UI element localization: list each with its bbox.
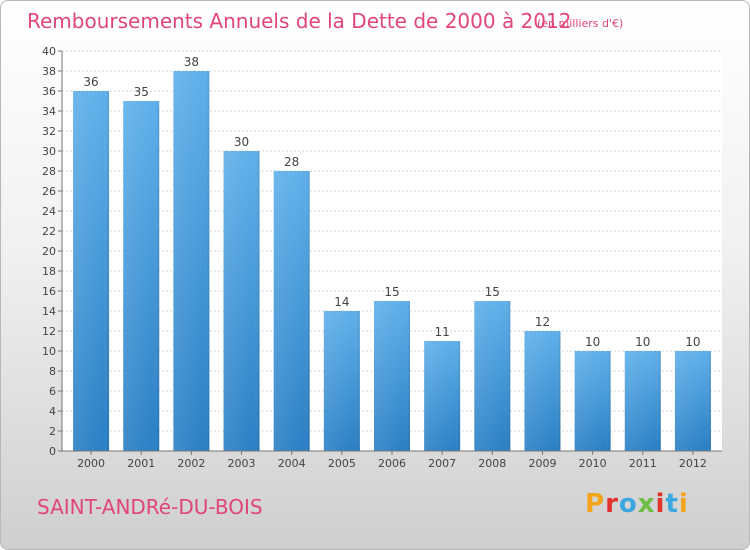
bar-2007[interactable]	[424, 341, 461, 451]
y-tick-label: 28	[42, 165, 56, 178]
y-tick-label: 38	[42, 65, 56, 78]
logo-letter: t	[665, 489, 679, 519]
x-tick-label: 2004	[278, 457, 306, 470]
bar-2002[interactable]	[173, 71, 210, 451]
y-tick-label: 30	[42, 145, 56, 158]
bar-2001[interactable]	[123, 101, 160, 451]
y-tick-label: 18	[42, 265, 56, 278]
y-tick-label: 20	[42, 245, 56, 258]
y-tick-label: 40	[42, 45, 56, 58]
logo-letter: r	[605, 489, 619, 519]
data-label: 15	[485, 285, 500, 299]
x-tick-label: 2011	[629, 457, 657, 470]
x-tick-label: 2008	[478, 457, 506, 470]
data-label: 30	[234, 135, 249, 149]
logo-letter: i	[678, 489, 689, 519]
x-tick-label: 2010	[579, 457, 607, 470]
bar-2008[interactable]	[474, 301, 511, 451]
y-tick-label: 16	[42, 285, 56, 298]
x-tick-label: 2000	[77, 457, 105, 470]
proxiti-logo[interactable]: Proxiti	[585, 489, 689, 519]
x-tick-label: 2012	[679, 457, 707, 470]
bar-2009[interactable]	[524, 331, 561, 451]
y-tick-label: 10	[42, 345, 56, 358]
data-label: 14	[334, 295, 349, 309]
y-tick-label: 22	[42, 225, 56, 238]
data-label: 12	[535, 315, 550, 329]
y-tick-label: 14	[42, 305, 56, 318]
data-label: 38	[184, 55, 199, 69]
bar-2011[interactable]	[624, 351, 661, 451]
bar-2004[interactable]	[273, 171, 310, 451]
chart-subtitle: (en milliers d'€)	[537, 17, 624, 30]
commune-name: SAINT-ANDRé-DU-BOIS	[37, 495, 263, 519]
x-tick-label: 2007	[428, 457, 456, 470]
bar-2003[interactable]	[223, 151, 260, 451]
logo-letter: o	[618, 489, 638, 519]
y-tick-label: 6	[49, 385, 56, 398]
bar-2012[interactable]	[674, 351, 711, 451]
x-tick-label: 2003	[228, 457, 256, 470]
y-tick-label: 34	[42, 105, 56, 118]
x-tick-label: 2009	[528, 457, 556, 470]
data-label: 11	[435, 325, 450, 339]
data-label: 35	[134, 85, 149, 99]
y-tick-label: 24	[42, 205, 56, 218]
logo-letter: x	[637, 489, 656, 519]
x-tick-label: 2001	[127, 457, 155, 470]
x-tick-label: 2005	[328, 457, 356, 470]
y-tick-label: 2	[49, 425, 56, 438]
bar-2010[interactable]	[574, 351, 611, 451]
data-label: 36	[83, 75, 98, 89]
y-tick-label: 0	[49, 445, 56, 458]
y-tick-label: 32	[42, 125, 56, 138]
y-tick-label: 26	[42, 185, 56, 198]
bar-2006[interactable]	[374, 301, 410, 451]
bar-2000[interactable]	[73, 91, 110, 451]
bar-2005[interactable]	[323, 311, 360, 451]
x-tick-label: 2002	[177, 457, 205, 470]
logo-letter: i	[655, 489, 666, 519]
chart-title: Remboursements Annuels de la Dette de 20…	[27, 9, 572, 33]
y-tick-label: 8	[49, 365, 56, 378]
logo-letter: P	[585, 489, 606, 519]
data-label: 28	[284, 155, 299, 169]
data-label: 15	[384, 285, 399, 299]
x-tick-label: 2006	[378, 457, 406, 470]
y-tick-label: 12	[42, 325, 56, 338]
y-tick-label: 36	[42, 85, 56, 98]
data-label: 10	[635, 335, 650, 349]
data-label: 10	[585, 335, 600, 349]
y-tick-label: 4	[49, 405, 56, 418]
data-label: 10	[685, 335, 700, 349]
